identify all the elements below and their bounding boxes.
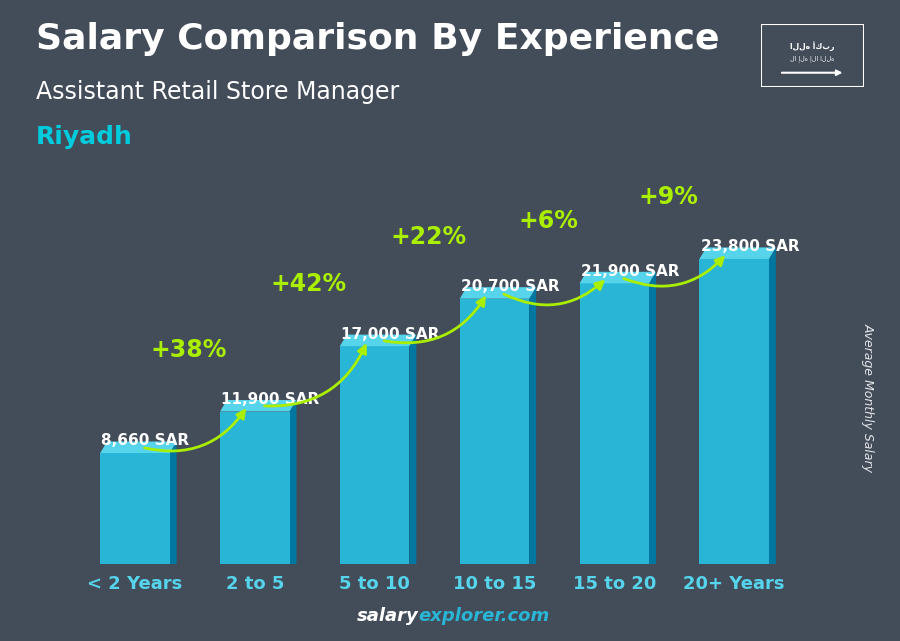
Text: 11,900 SAR: 11,900 SAR bbox=[221, 392, 320, 407]
Text: +22%: +22% bbox=[391, 225, 466, 249]
Polygon shape bbox=[290, 400, 296, 564]
Polygon shape bbox=[769, 247, 776, 564]
Text: لا إله إلا الله: لا إله إلا الله bbox=[790, 55, 834, 62]
Polygon shape bbox=[580, 283, 649, 564]
Text: الله أكبر: الله أكبر bbox=[790, 41, 834, 51]
Text: Salary Comparison By Experience: Salary Comparison By Experience bbox=[36, 22, 719, 56]
Text: +9%: +9% bbox=[638, 185, 698, 209]
Polygon shape bbox=[170, 442, 176, 564]
Text: 21,900 SAR: 21,900 SAR bbox=[580, 263, 680, 279]
Text: 23,800 SAR: 23,800 SAR bbox=[700, 239, 799, 254]
Polygon shape bbox=[580, 272, 656, 283]
Polygon shape bbox=[460, 299, 529, 564]
Polygon shape bbox=[100, 453, 170, 564]
Text: +6%: +6% bbox=[518, 210, 579, 233]
Polygon shape bbox=[699, 247, 776, 259]
Text: Assistant Retail Store Manager: Assistant Retail Store Manager bbox=[36, 80, 400, 104]
Text: 8,660 SAR: 8,660 SAR bbox=[102, 433, 190, 449]
Polygon shape bbox=[649, 272, 656, 564]
Polygon shape bbox=[340, 335, 417, 346]
Text: +38%: +38% bbox=[150, 338, 227, 362]
Text: explorer.com: explorer.com bbox=[418, 607, 550, 625]
Polygon shape bbox=[699, 259, 769, 564]
Polygon shape bbox=[220, 400, 296, 412]
Polygon shape bbox=[410, 335, 417, 564]
Polygon shape bbox=[529, 287, 536, 564]
Text: Riyadh: Riyadh bbox=[36, 125, 133, 149]
Text: +42%: +42% bbox=[271, 272, 346, 296]
Text: salary: salary bbox=[356, 607, 419, 625]
Polygon shape bbox=[100, 442, 176, 453]
Polygon shape bbox=[220, 412, 290, 564]
Polygon shape bbox=[460, 287, 536, 299]
Polygon shape bbox=[340, 346, 410, 564]
Text: 17,000 SAR: 17,000 SAR bbox=[341, 326, 439, 342]
Text: 20,700 SAR: 20,700 SAR bbox=[461, 279, 560, 294]
Text: Average Monthly Salary: Average Monthly Salary bbox=[862, 323, 875, 472]
